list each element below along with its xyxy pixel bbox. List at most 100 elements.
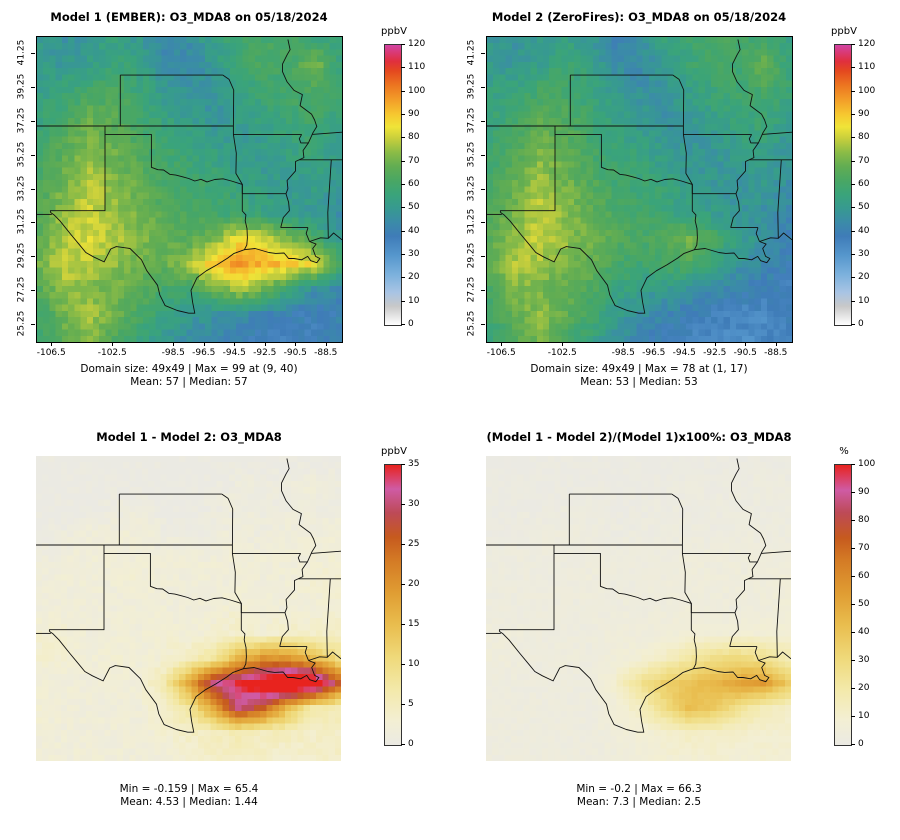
colorbar-tick-label: 30: [408, 249, 420, 259]
state-border-line: [732, 39, 768, 144]
colorbar-tick-label: 30: [858, 655, 870, 665]
x-axis-tick: [112, 342, 114, 346]
heatmap-raster-model1: [37, 37, 342, 342]
colorbar-tick-label: 0: [858, 739, 864, 749]
colorbar-tick: [851, 660, 855, 661]
y-axis-tick: [481, 52, 485, 54]
caption-difference: Min = -0.159 | Max = 65.4 Mean: 4.53 | M…: [0, 783, 378, 809]
colorbar-tick-label: 90: [408, 109, 420, 119]
state-borders-overlay: [486, 458, 791, 733]
y-axis-tick: [481, 188, 485, 190]
y-axis-tick-label: 25.25: [466, 310, 477, 337]
heatmap-raster-model2: [487, 37, 792, 342]
colorbar-tick: [401, 160, 405, 162]
state-border-line: [282, 39, 318, 144]
panel-title-model2: Model 2 (ZeroFires): O3_MDA8 on 05/18/20…: [491, 10, 787, 24]
y-axis-tick: [481, 86, 485, 88]
colorbar-tick: [401, 67, 405, 69]
map-difference: [36, 456, 341, 761]
state-border-line: [758, 651, 791, 661]
state-border-line: [761, 131, 792, 135]
x-axis-tick: [562, 342, 564, 346]
colorbar-tick: [851, 90, 855, 92]
colorbar-tick-label: 70: [858, 543, 870, 553]
colorbar-tick-label: 90: [858, 109, 870, 119]
y-axis-tick-label: 29.25: [16, 242, 27, 269]
colorbar-tick: [401, 114, 405, 115]
colorbar-tick-label: 50: [858, 599, 870, 609]
colorbar-tick-label: 35: [408, 459, 420, 469]
colorbar-model2: [834, 44, 852, 326]
state-border-line: [730, 193, 740, 228]
state-border-line: [729, 612, 739, 647]
x-axis-tick: [203, 342, 205, 346]
colorbar-tick-label: 0: [408, 739, 414, 749]
y-axis-tick: [481, 290, 485, 292]
colorbar-tick: [851, 688, 855, 689]
state-border-line: [777, 159, 782, 239]
x-axis-tick: [51, 342, 53, 346]
state-border-line: [311, 131, 342, 135]
colorbar-tick-label: 100: [408, 85, 426, 96]
colorbar-tick-label: 10: [858, 295, 870, 306]
caption-line2: Mean: 57 | Median: 57: [130, 376, 248, 388]
colorbar-tick-label: 110: [408, 62, 426, 73]
x-axis-tick-label: -102.5: [97, 348, 127, 358]
colorbar-unit-label: ppbV: [831, 26, 857, 37]
colorbar-tick: [851, 114, 855, 115]
colorbar-tick: [401, 744, 405, 745]
x-axis-tick-label: -92.5: [703, 348, 727, 358]
colorbar-tick-label: 70: [408, 155, 420, 166]
panel-percent-difference: (Model 1 - Model 2)/(Model 1)x100%: O3_M…: [450, 420, 900, 840]
x-axis-tick-label: -94.5: [672, 348, 696, 358]
colorbar-tick: [851, 137, 855, 139]
colorbar-tick-label: 5: [408, 699, 414, 709]
state-border-line: [694, 241, 771, 264]
x-axis-tick-label: -90.5: [283, 348, 307, 358]
state-border-line: [755, 227, 760, 242]
y-axis-tick-label: 27.25: [466, 276, 477, 303]
state-border-line: [776, 578, 781, 658]
colorbar-tick-label: 70: [858, 155, 870, 166]
caption-line1: Domain size: 49x49 | Max = 78 at (1, 17): [530, 363, 748, 375]
x-axis-tick: [173, 342, 175, 346]
x-axis-tick-label: -94.5: [222, 348, 246, 358]
colorbar-model1: [384, 44, 402, 326]
colorbar-tick: [851, 576, 855, 577]
y-axis-tick: [31, 324, 35, 326]
panel-model2: Model 2 (ZeroFires): O3_MDA8 on 05/18/20…: [450, 0, 900, 420]
caption-model1: Domain size: 49x49 | Max = 99 at (9, 40)…: [0, 363, 378, 389]
colorbar-tick: [401, 44, 405, 45]
x-axis-tick-label: -102.5: [547, 348, 577, 358]
x-axis-tick-label: -98.5: [611, 348, 635, 358]
colorbar-tick: [401, 207, 405, 209]
colorbar-tick-label: 25: [408, 539, 420, 549]
colorbar-tick: [401, 544, 405, 545]
y-axis-tick: [31, 256, 35, 258]
state-border-line: [280, 193, 290, 228]
x-axis-tick: [775, 342, 777, 346]
x-axis-tick-label: -90.5: [733, 348, 757, 358]
y-axis-tick: [31, 120, 35, 122]
state-border-line: [221, 493, 234, 546]
colorbar-tick: [401, 464, 405, 465]
caption-percent-difference: Min = -0.2 | Max = 66.3 Mean: 7.3 | Medi…: [450, 783, 828, 809]
y-axis-tick: [481, 154, 485, 156]
colorbar-tick-label: 60: [858, 571, 870, 581]
colorbar-tick: [851, 277, 855, 279]
x-axis-tick: [501, 342, 503, 346]
colorbar-tick: [851, 184, 855, 185]
y-axis-tick-label: 41.25: [16, 39, 27, 66]
x-axis-tick: [295, 342, 297, 346]
colorbar-tick: [401, 624, 405, 625]
y-axis-tick: [481, 256, 485, 258]
colorbar-tick: [851, 230, 855, 232]
y-axis-tick-label: 41.25: [466, 39, 477, 66]
x-axis-tick: [264, 342, 266, 346]
state-border-line: [305, 227, 310, 242]
colorbar-tick-label: 80: [408, 132, 420, 143]
colorbar-tick-label: 50: [408, 202, 420, 213]
colorbar-tick-label: 30: [858, 249, 870, 259]
colorbar-tick-label: 20: [858, 683, 870, 693]
